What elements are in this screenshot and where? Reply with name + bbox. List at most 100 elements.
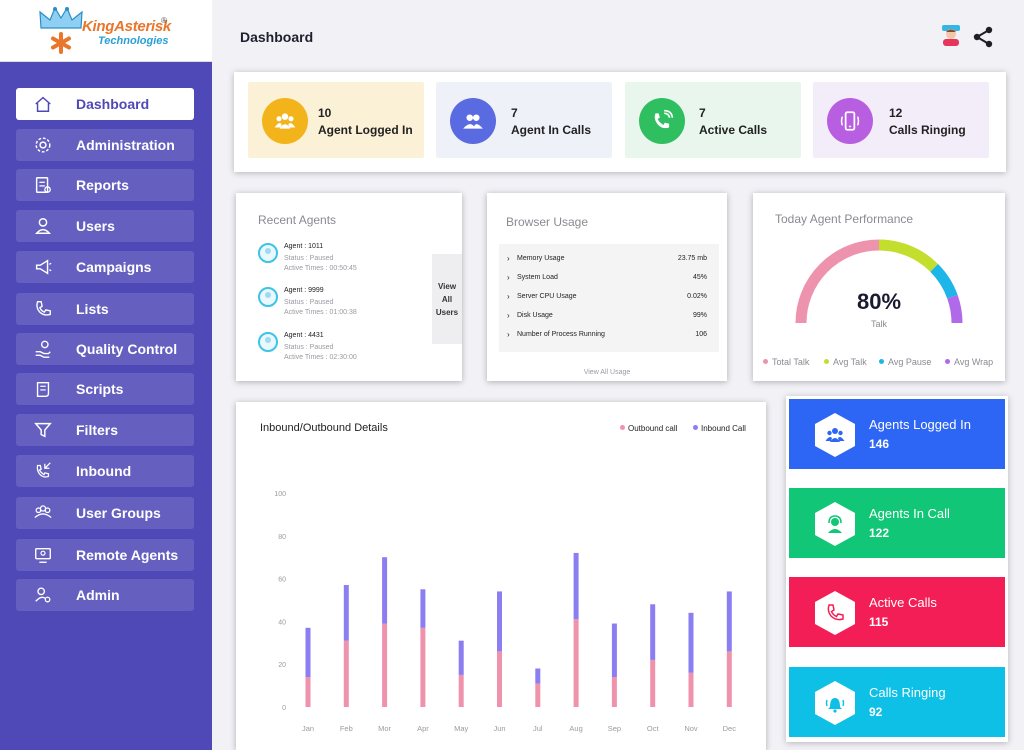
mobile-ring-icon: [840, 111, 860, 131]
usage-label: Memory Usage: [517, 255, 565, 262]
x-tick-label: Feb: [340, 724, 353, 733]
report-icon: [35, 177, 51, 193]
summary-card-value: 146: [869, 437, 890, 451]
bar-inbound-jul: [535, 668, 541, 684]
agent-name: Agent : 4431: [284, 332, 324, 339]
y-tick-label: 0: [282, 705, 286, 712]
sidebar-item-filters[interactable]: Filters: [16, 414, 194, 446]
bar-inbound-mor: [382, 557, 388, 624]
stat-icon-circle: [262, 98, 308, 144]
x-tick-label: Jun: [493, 724, 505, 733]
bar-outbound-apr: [420, 627, 426, 707]
brand-logo[interactable]: KingAsterisk ® Technologies: [0, 0, 212, 62]
usage-value: 23.75 mb: [677, 255, 707, 262]
stat-card-agent-logged-in[interactable]: 10 Agent Logged In: [248, 82, 424, 158]
sidebar-item-label: Filters: [76, 422, 119, 438]
usage-row[interactable]: › Disk Usage 99%: [507, 311, 711, 323]
stat-value: 10: [318, 106, 332, 120]
phone-ring-icon: [654, 109, 674, 129]
bar-outbound-mor: [382, 623, 388, 707]
legend-label: Total Talk: [772, 357, 810, 367]
sidebar-item-reports[interactable]: Reports: [16, 169, 194, 201]
usage-row[interactable]: › Server CPU Usage 0.02%: [507, 292, 711, 304]
stat-label: Agent Logged In: [318, 123, 413, 137]
summary-cards: Agents Logged In 146 Agents In Call 122 Acti…: [786, 396, 1008, 742]
sidebar-item-lists[interactable]: Lists: [16, 293, 194, 325]
headset-agent-icon: [828, 515, 842, 533]
summary-card-agents-in-call[interactable]: Agents In Call 122: [789, 488, 1005, 558]
y-tick-label: 80: [278, 534, 286, 541]
bar-outbound-jun: [497, 651, 502, 707]
stat-icon-circle: [450, 98, 496, 144]
chevron-right-icon: ›: [507, 330, 510, 339]
report-icon-wrap: [32, 174, 54, 196]
inbound-outbound-panel: Inbound/Outbound Details Outbound call I…: [236, 402, 766, 750]
bar-inbound-jun: [497, 591, 502, 652]
stat-card-active-calls[interactable]: 7 Active Calls: [625, 82, 801, 158]
agent-status: Status : Paused: [284, 299, 334, 306]
share-icon[interactable]: [972, 26, 994, 48]
legend-inbound-swatch: [693, 425, 698, 430]
sidebar-item-inbound[interactable]: Inbound: [16, 455, 194, 487]
agent-active-time: Active Times : 02:30:00: [284, 354, 357, 361]
x-tick-label: Aug: [569, 724, 582, 733]
sidebar-item-user-groups[interactable]: User Groups: [16, 497, 194, 529]
sidebar-item-quality-control[interactable]: Quality Control: [16, 333, 194, 365]
summary-card-active-calls[interactable]: Active Calls 115: [789, 577, 1005, 647]
gear-icon-wrap: [32, 134, 54, 156]
summary-card-value: 115: [869, 615, 889, 629]
x-tick-label: Sep: [608, 724, 621, 733]
avatar: [258, 287, 278, 307]
view-all-usage-link[interactable]: View All Usage: [583, 369, 631, 376]
sidebar-item-dashboard[interactable]: Dashboard: [16, 88, 194, 120]
gear-icon: [35, 137, 51, 153]
legend-dot: [763, 359, 768, 364]
view-all-users-button[interactable]: View All Users: [432, 254, 462, 344]
stat-value: 7: [511, 106, 518, 120]
bar-outbound-sep: [611, 677, 617, 707]
browser-usage-title: Browser Usage: [506, 215, 589, 229]
x-tick-label: Mor: [378, 724, 391, 733]
legend-dot: [945, 359, 950, 364]
stat-card-agent-in-calls[interactable]: 7 Agent In Calls: [436, 82, 612, 158]
sidebar-item-campaigns[interactable]: Campaigns: [16, 251, 194, 283]
usage-row[interactable]: › System Load 45%: [507, 273, 711, 285]
bar-inbound-apr: [420, 589, 426, 628]
sidebar-item-remote-agents[interactable]: Remote Agents: [16, 539, 194, 571]
x-tick-label: Jan: [302, 724, 314, 733]
view-all-line-3: Users: [435, 307, 459, 317]
summary-card-agents-logged-in[interactable]: Agents Logged In 146: [789, 399, 1005, 469]
chevron-right-icon: ›: [507, 254, 510, 263]
bar-outbound-dec: [726, 651, 732, 707]
stat-card-calls-ringing[interactable]: 12 Calls Ringing: [813, 82, 989, 158]
sidebar-item-label: Administration: [76, 137, 175, 153]
bar-outbound-feb: [343, 640, 349, 707]
legend-dot: [879, 359, 884, 364]
user-icon: [35, 218, 51, 234]
chevron-right-icon: ›: [507, 273, 510, 282]
sidebar-item-label: Dashboard: [76, 96, 150, 112]
legend-label: Avg Wrap: [954, 357, 994, 367]
summary-card-value: 122: [869, 526, 890, 540]
sidebar-item-label: Quality Control: [76, 341, 178, 357]
summary-card-title: Calls Ringing: [869, 685, 946, 700]
usage-value: 99%: [692, 312, 707, 319]
sidebar-item-label: Reports: [76, 177, 129, 193]
legend-inbound-label: Inbound Call: [701, 424, 746, 433]
agent-avatar-icon[interactable]: [940, 24, 962, 46]
bar-outbound-jul: [535, 683, 541, 707]
usage-row[interactable]: › Memory Usage 23.75 mb: [507, 254, 711, 266]
bar-inbound-feb: [343, 585, 349, 641]
legend-inbound: Inbound Call: [693, 424, 746, 433]
sidebar-item-scripts[interactable]: Scripts: [16, 373, 194, 405]
bar-outbound-aug: [573, 619, 579, 707]
performance-legend-item: Avg Talk: [824, 357, 867, 367]
sidebar-item-administration[interactable]: Administration: [16, 129, 194, 161]
summary-card-calls-ringing[interactable]: Calls Ringing 92: [789, 667, 1005, 737]
bar-inbound-dec: [726, 591, 732, 652]
bar-inbound-sep: [611, 623, 617, 678]
sidebar-item-users[interactable]: Users: [16, 210, 194, 242]
usage-row[interactable]: › Number of Process Running 106: [507, 330, 711, 342]
sidebar-item-admin[interactable]: Admin: [16, 579, 194, 611]
sidebar-item-label: Scripts: [76, 381, 124, 397]
